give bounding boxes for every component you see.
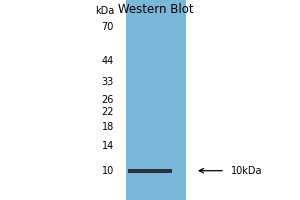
Text: 18: 18	[102, 122, 114, 132]
Bar	[128, 169, 172, 173]
Text: 70: 70	[102, 22, 114, 32]
Text: 22: 22	[101, 107, 114, 117]
Text: Western Blot: Western Blot	[118, 3, 194, 16]
Bar	[126, 0, 186, 200]
Text: 14: 14	[102, 141, 114, 151]
Text: 44: 44	[102, 56, 114, 66]
Text: 26: 26	[102, 95, 114, 105]
Text: kDa: kDa	[95, 6, 114, 16]
Text: 10kDa: 10kDa	[231, 166, 262, 176]
Text: 33: 33	[102, 77, 114, 87]
Text: 10: 10	[102, 166, 114, 176]
